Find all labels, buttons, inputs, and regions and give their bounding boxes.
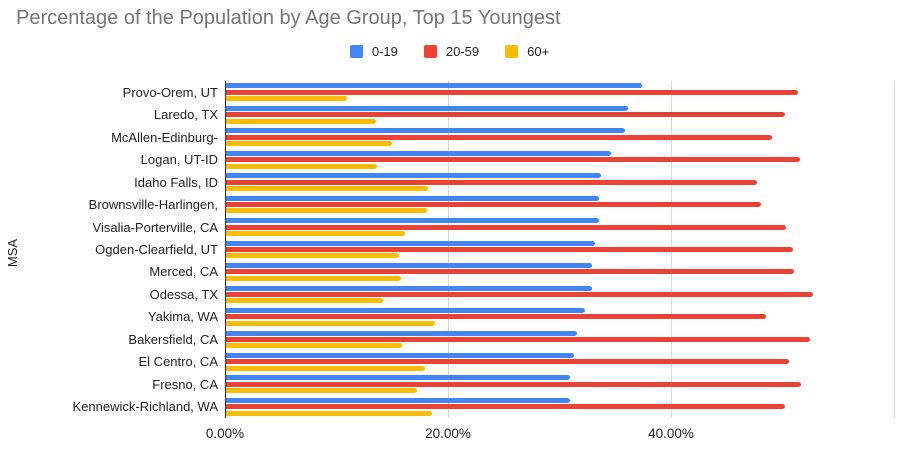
bar-group bbox=[225, 171, 894, 193]
bar-20-59 bbox=[225, 381, 802, 387]
bar-60+ bbox=[225, 208, 427, 214]
chart-title: Percentage of the Population by Age Grou… bbox=[16, 7, 561, 29]
bar-60+ bbox=[225, 163, 377, 169]
bar-0-19 bbox=[225, 173, 601, 179]
bar-0-19 bbox=[225, 240, 596, 246]
category-label: Logan, UT-ID bbox=[140, 152, 218, 168]
x-tick-label: 40.00% bbox=[648, 426, 694, 441]
bar-20-59 bbox=[225, 269, 794, 275]
bar-20-59 bbox=[225, 179, 757, 185]
bar-60+ bbox=[225, 230, 405, 236]
bar-0-19 bbox=[225, 397, 570, 403]
bar-rows bbox=[225, 81, 894, 418]
bar-group bbox=[225, 103, 894, 125]
legend-swatch-icon bbox=[349, 45, 363, 58]
category-label: Fresno, CA bbox=[152, 376, 218, 392]
x-axis-ticks: 0.00% 20.00% 40.00% bbox=[206, 426, 894, 444]
bar-0-19 bbox=[225, 83, 642, 89]
category-label: El Centro, CA bbox=[138, 354, 218, 370]
bar-0-19 bbox=[225, 352, 574, 358]
bar-0-19 bbox=[225, 263, 592, 269]
y-axis-line bbox=[225, 81, 226, 418]
bar-60+ bbox=[225, 186, 428, 191]
category-label: Laredo, TX bbox=[153, 107, 218, 123]
bar-0-19 bbox=[225, 105, 628, 111]
bar-group bbox=[225, 193, 894, 215]
bar-group bbox=[225, 328, 894, 350]
legend-label: 20-59 bbox=[445, 44, 480, 59]
bar-0-19 bbox=[225, 128, 626, 134]
bar-group bbox=[225, 306, 894, 328]
y-axis-title: MSA bbox=[5, 238, 20, 268]
category-label: Visalia-Porterville, CA bbox=[92, 219, 218, 235]
category-label: Kennewick-Richland, WA bbox=[72, 399, 218, 415]
bar-group bbox=[225, 261, 894, 283]
bar-60+ bbox=[225, 253, 399, 259]
bar-0-19 bbox=[225, 308, 586, 314]
bar-group bbox=[225, 126, 894, 148]
bar-60+ bbox=[225, 365, 425, 371]
legend: 0-19 20-59 60+ bbox=[0, 44, 899, 59]
category-labels: Provo-Orem, UT Laredo, TX McAllen-Edinburg… bbox=[0, 81, 218, 418]
bar-60+ bbox=[225, 343, 403, 349]
bar-20-59 bbox=[225, 89, 799, 95]
bar-group bbox=[225, 351, 894, 373]
x-tick-label: 0.00% bbox=[205, 426, 245, 441]
category-label: Provo-Orem, UT bbox=[122, 84, 218, 100]
category-label: Yakima, WA bbox=[147, 309, 218, 325]
legend-item-0-19[interactable]: 0-19 bbox=[349, 44, 398, 59]
x-tick-label: 20.00% bbox=[425, 426, 471, 441]
category-label: Bakersfield, CA bbox=[128, 331, 218, 347]
legend-label: 0-19 bbox=[371, 44, 398, 59]
bar-0-19 bbox=[225, 375, 570, 381]
gridline bbox=[894, 81, 895, 418]
bar-20-59 bbox=[225, 404, 785, 410]
category-label: Ogden-Clearfield, UT bbox=[95, 242, 218, 258]
bar-0-19 bbox=[225, 218, 599, 224]
category-label: Merced, CA bbox=[149, 264, 218, 280]
bar-0-19 bbox=[225, 285, 592, 291]
bar-group bbox=[225, 283, 894, 305]
bar-20-59 bbox=[225, 336, 811, 342]
bar-0-19 bbox=[225, 330, 578, 336]
bar-20-59 bbox=[225, 134, 773, 140]
bar-20-59 bbox=[225, 314, 766, 320]
plot-area bbox=[225, 81, 895, 418]
legend-swatch-icon bbox=[505, 45, 519, 58]
bar-60+ bbox=[225, 298, 384, 304]
bar-0-19 bbox=[225, 150, 611, 156]
bar-20-59 bbox=[225, 112, 785, 118]
bar-20-59 bbox=[225, 157, 801, 163]
category-label: McAllen-Edinburg- bbox=[111, 129, 218, 145]
bar-20-59 bbox=[225, 202, 762, 208]
bar-group bbox=[225, 148, 894, 170]
bar-0-19 bbox=[225, 195, 599, 201]
bar-20-59 bbox=[225, 359, 790, 365]
legend-item-60+[interactable]: 60+ bbox=[505, 44, 549, 59]
bar-60+ bbox=[225, 320, 435, 326]
bar-group bbox=[225, 216, 894, 238]
category-label: Idaho Falls, ID bbox=[134, 174, 218, 190]
bar-20-59 bbox=[225, 224, 786, 230]
legend-item-20-59[interactable]: 20-59 bbox=[423, 44, 480, 59]
bar-60+ bbox=[225, 118, 376, 124]
bar-20-59 bbox=[225, 291, 813, 297]
legend-swatch-icon bbox=[423, 45, 437, 58]
bar-60+ bbox=[225, 388, 417, 394]
bar-60+ bbox=[225, 96, 347, 102]
bar-group bbox=[225, 373, 894, 395]
bar-group bbox=[225, 238, 894, 260]
bar-60+ bbox=[225, 410, 433, 416]
bar-group bbox=[225, 396, 894, 418]
bar-60+ bbox=[225, 275, 402, 281]
bar-60+ bbox=[225, 141, 393, 147]
legend-label: 60+ bbox=[527, 44, 550, 59]
bar-20-59 bbox=[225, 247, 793, 253]
category-label: Brownsville-Harlingen, bbox=[88, 197, 218, 213]
category-label: Odessa, TX bbox=[149, 286, 218, 302]
bar-group bbox=[225, 81, 894, 103]
